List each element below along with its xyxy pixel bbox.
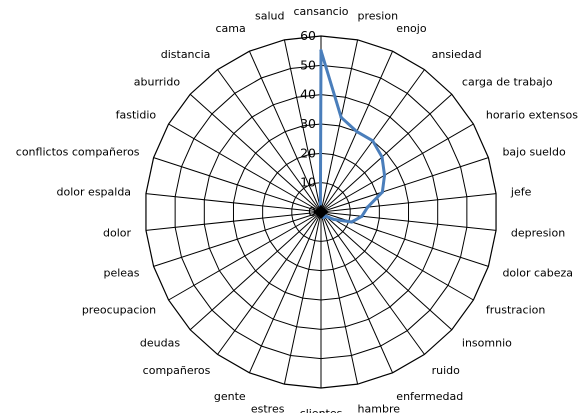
spoke-21 [168,211,322,301]
category-label-jefe: jefe [510,186,532,199]
category-label-bajo-sueldo: bajo sueldo [502,146,566,159]
category-label-compañeros: compañeros [143,364,211,377]
data-point-enojo [355,130,359,134]
tick-label-40: 40 [300,87,316,102]
category-label-cansancio: cansancio [293,5,348,18]
category-label-aburrido: aburrido [134,76,181,89]
spoke-7 [320,157,489,213]
category-label-estres: estres [251,403,285,413]
data-point-bajo-sueldo [380,190,384,194]
category-label-dolor: dolor [103,226,131,239]
spoke-27 [189,93,322,213]
category-label-clientes: clientes [300,407,343,413]
tick-label-0: 0 [308,204,316,219]
category-label-enojo: enojo [396,22,427,35]
spoke-26 [168,123,322,213]
category-label-ruido: ruido [432,364,461,377]
spoke-29 [248,51,322,213]
spoke-2 [320,39,359,213]
spoke-24 [145,193,322,213]
radar-series-layer [313,49,387,224]
category-label-horario-extensos: horario extensos [486,109,578,122]
radar-spokes [145,36,497,388]
data-point-dolor-cabeza [350,220,354,224]
spoke-13 [320,211,425,355]
spoke-12 [320,211,453,331]
spoke-20 [189,211,322,331]
category-label-distancia: distancia [161,48,211,61]
category-label-ansiedad: ansiedad [432,48,482,61]
data-point-carga-de-trabajo [380,155,384,159]
spoke-18 [248,211,322,373]
category-label-presion: presion [358,9,399,22]
tick-label-30: 30 [300,116,316,131]
category-label-peleas: peleas [103,266,139,279]
spoke-19 [217,211,322,355]
spoke-15 [320,211,359,385]
spoke-30 [283,39,322,213]
tick-label-20: 20 [300,145,316,160]
category-label-depresion: depresion [511,226,565,239]
spoke-8 [320,193,497,213]
category-label-conflictos-compañeros: conflictos compañeros [16,146,140,159]
tick-label-50: 50 [300,57,316,72]
category-label-frustracion: frustracion [486,304,546,317]
spoke-6 [320,123,474,213]
spoke-9 [320,211,497,231]
spoke-25 [153,157,322,213]
category-label-deudas: deudas [140,336,180,349]
category-label-carga-de-trabajo: carga de trabajo [462,76,553,89]
category-label-dolor-cabeza: dolor cabeza [502,266,573,279]
tick-label-10: 10 [300,175,316,190]
data-point-ansiedad [371,139,375,143]
data-point-cansancio [319,49,323,53]
data-point-jefe [366,205,370,209]
data-point-depresion [360,214,364,218]
center-marker [313,204,329,220]
spoke-11 [320,211,474,301]
category-label-hambre: hambre [358,403,401,413]
category-label-enfermedad: enfermedad [396,390,463,403]
category-label-salud: salud [255,9,284,22]
radar-ticks: 0 10 20 30 40 50 60 [300,28,316,219]
data-point-presion [339,115,343,119]
data-point-frustracion [332,217,336,221]
spoke-14 [320,211,394,373]
spoke-23 [145,211,322,231]
data-point-horario-extensos [382,173,387,177]
tick-label-60: 60 [300,28,316,43]
spoke-5 [320,93,453,213]
spoke-22 [153,211,322,267]
spoke-28 [217,69,322,213]
category-label-insomnio: insomnio [462,336,512,349]
category-label-cama: cama [215,22,245,35]
category-label-preocupacion: preocupacion [82,304,156,317]
category-label-fastidio: fastidio [116,109,157,122]
category-label-dolor-espalda: dolor espalda [57,186,132,199]
category-label-gente: gente [214,390,246,403]
spoke-17 [283,211,322,385]
